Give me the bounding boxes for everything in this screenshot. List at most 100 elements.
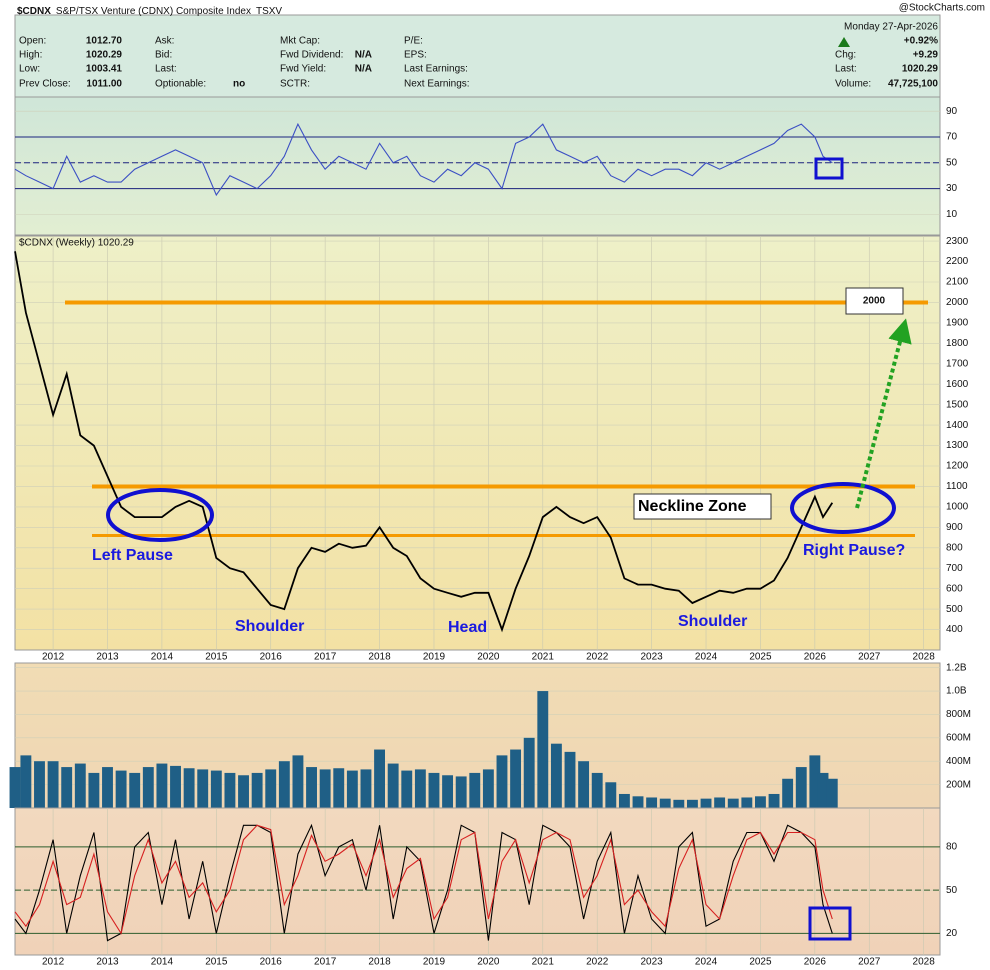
x-tick-label: 2013	[96, 652, 119, 663]
panel-background	[14, 96, 941, 236]
volume-bar	[102, 767, 113, 808]
x-tick-label: 2013	[96, 957, 119, 968]
volume-bar	[673, 799, 685, 808]
x-tick-label: 2020	[477, 957, 500, 968]
x-tick-label: 2028	[913, 957, 936, 968]
highlight-box	[808, 906, 852, 941]
annotation: Shoulder	[235, 618, 304, 635]
volume-bar	[455, 776, 467, 808]
annotation: Left Pause	[92, 547, 173, 564]
volume-bar	[605, 782, 617, 808]
quote-label: Volume:	[835, 79, 871, 90]
volume-bar	[374, 749, 385, 808]
y-tick-label: 2200	[946, 256, 969, 267]
x-tick-label: 2026	[804, 957, 827, 968]
x-tick-label: 2024	[695, 957, 718, 968]
series-line	[14, 122, 833, 197]
volume-bar	[700, 798, 712, 808]
quote-label: Mkt Cap:	[280, 36, 320, 47]
x-tick-label: 2015	[205, 957, 228, 968]
plot-area: 10 30 50 70 90 2012 2013 2014 2015 2016 2017 2018 20…	[9, 96, 971, 968]
volume-bar	[346, 770, 358, 808]
x-tick-label: 2027	[858, 652, 881, 663]
highlight-box	[814, 157, 844, 180]
y-tick-label: 1.2B	[946, 662, 967, 673]
x-tick-label: 2028	[913, 652, 936, 663]
volume-bar	[632, 796, 644, 808]
y-tick-label: 1800	[946, 338, 969, 349]
x-tick-label: 2019	[423, 652, 446, 663]
y-tick-label: 400	[946, 624, 963, 635]
volume-bar	[306, 767, 317, 808]
volume-bar	[469, 772, 481, 808]
volume-bar	[360, 769, 372, 808]
quote-label: Ask:	[155, 36, 174, 47]
x-tick-label: 2020	[477, 652, 500, 663]
volume-bar	[496, 755, 508, 808]
title-part: S&P/TSX Venture (CDNX) Composite Index	[56, 6, 251, 17]
volume-bar	[9, 767, 21, 808]
y-tick-label: 1600	[946, 379, 969, 390]
quote-value: +9.29	[913, 50, 939, 61]
y-tick-label: 400M	[946, 756, 971, 767]
annotation: Neckline Zone	[638, 498, 747, 515]
y-tick-label: 1900	[946, 318, 969, 329]
y-tick-label: 1300	[946, 440, 969, 451]
y-tick-label: 2100	[946, 277, 969, 288]
overlay: $CDNX S&P/TSX Venture (CDNX) Composite In…	[17, 3, 985, 941]
quote-label: Open:	[19, 36, 46, 47]
y-tick-label: 50	[946, 885, 958, 896]
x-tick-label: 2012	[42, 652, 65, 663]
x-tick-label: 2023	[640, 652, 663, 663]
quote-label: Next Earnings:	[404, 79, 470, 90]
quote-label: Fwd Yield:	[280, 64, 326, 75]
x-tick-label: 2025	[749, 652, 772, 663]
volume-bar	[510, 749, 522, 808]
volume-bar	[170, 765, 181, 808]
volume-bar	[88, 772, 100, 808]
x-tick-label: 2012	[42, 957, 65, 968]
volume-bar	[768, 793, 780, 808]
y-tick-label: 1100	[946, 481, 968, 492]
x-tick-label: 2023	[640, 957, 663, 968]
quote-label: Last:	[155, 64, 177, 75]
volume-bar	[646, 797, 658, 808]
volume-bar	[755, 796, 766, 808]
volume-bar	[333, 768, 345, 808]
x-tick-label: 2025	[749, 957, 772, 968]
y-tick-label: 800	[946, 542, 963, 553]
annotation: Shoulder	[678, 613, 747, 630]
volume-bar	[659, 798, 671, 808]
target-arrow	[855, 318, 912, 509]
quote-label: EPS:	[404, 50, 427, 61]
volume-bar	[618, 793, 630, 808]
y-tick-label: 1700	[946, 358, 969, 369]
quote-label: Optionable:	[155, 79, 206, 90]
quote-value: 1011.00	[86, 79, 122, 90]
quote-value: 1003.41	[86, 64, 123, 75]
quote-label: P/E:	[404, 36, 423, 47]
quote-value: 1020.29	[86, 50, 123, 61]
y-tick-label: 90	[946, 106, 958, 117]
volume-bar	[156, 763, 168, 808]
volume-bar	[782, 778, 794, 808]
volume-bar	[251, 772, 263, 808]
y-tick-label: 500	[946, 604, 963, 615]
volume-bar	[817, 772, 829, 808]
title-part: TSXV	[256, 6, 282, 17]
quote-value: N/A	[355, 50, 372, 61]
annotation: Head	[448, 619, 487, 636]
volume-bar	[278, 761, 290, 808]
y-tick-label: 800M	[946, 709, 971, 720]
volume-bar	[550, 743, 562, 808]
volume-bar	[74, 763, 86, 808]
x-tick-label: 2016	[260, 957, 283, 968]
x-tick-label: 2014	[151, 652, 174, 663]
y-tick-label: 10	[946, 209, 958, 220]
volume-bar	[523, 737, 535, 808]
quote-value: 47,725,100	[888, 79, 938, 90]
quote-label: Bid:	[155, 50, 172, 61]
y-tick-label: 1400	[946, 420, 969, 431]
volume-bar	[238, 775, 249, 808]
volume-bar	[414, 769, 426, 808]
